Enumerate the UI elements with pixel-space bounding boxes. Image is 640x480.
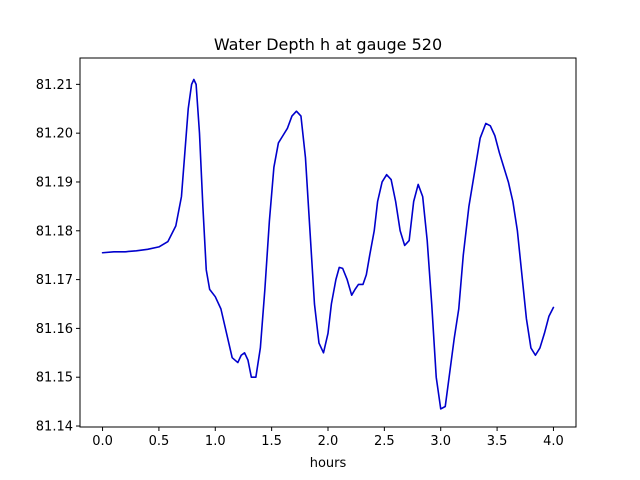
x-tick-label: 1.0 [205, 434, 226, 449]
x-tick-label: 3.5 [487, 434, 508, 449]
axes: 0.0 0.5 1.0 1.5 2.0 2.5 3.0 3.5 4.0 81.14 81.15 81.… [36, 57, 577, 449]
plot-area [101, 78, 555, 410]
x-tick-label: 0.0 [92, 434, 113, 449]
x-tick-label: 1.5 [261, 434, 282, 449]
y-tick-label: 81.19 [36, 175, 73, 190]
x-tick-label: 0.5 [149, 434, 170, 449]
x-axis-label: hours [310, 456, 347, 471]
y-tick-label: 81.20 [36, 127, 73, 142]
x-tick-label: 4.0 [543, 434, 564, 449]
y-tick-label: 81.15 [36, 371, 73, 386]
y-tick-label: 81.21 [36, 78, 73, 93]
y-tick-label: 81.16 [36, 322, 73, 337]
x-tick-label: 2.5 [374, 434, 395, 449]
y-tick-label: 81.18 [36, 224, 73, 239]
chart-title: Water Depth h at gauge 520 [214, 35, 442, 54]
y-tick-label: 81.14 [36, 420, 73, 435]
x-tick-label: 2.0 [318, 434, 339, 449]
x-tick-label: 3.0 [430, 434, 451, 449]
plot-frame [79, 57, 577, 428]
y-tick-label: 81.17 [36, 273, 73, 288]
series-line-1 [101, 78, 555, 410]
